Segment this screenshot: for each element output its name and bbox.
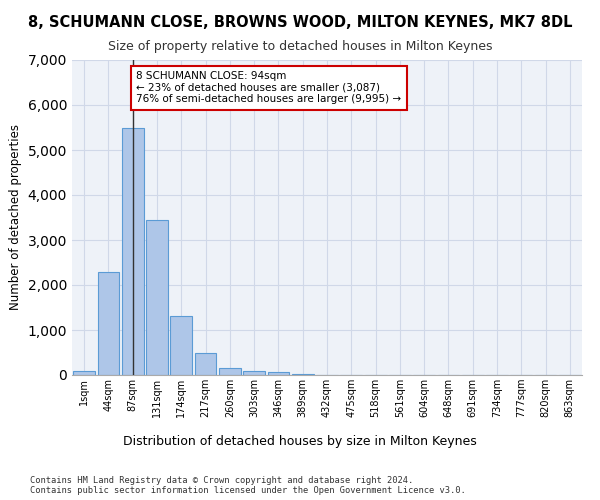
- Bar: [146, 220, 168, 375]
- Bar: [243, 372, 265, 375]
- Text: 8, SCHUMANN CLOSE, BROWNS WOOD, MILTON KEYNES, MK7 8DL: 8, SCHUMANN CLOSE, BROWNS WOOD, MILTON K…: [28, 15, 572, 30]
- Bar: [170, 316, 192, 375]
- Bar: [122, 128, 143, 375]
- Text: Distribution of detached houses by size in Milton Keynes: Distribution of detached houses by size …: [123, 435, 477, 448]
- Text: Contains HM Land Registry data © Crown copyright and database right 2024.
Contai: Contains HM Land Registry data © Crown c…: [30, 476, 466, 495]
- Text: Size of property relative to detached houses in Milton Keynes: Size of property relative to detached ho…: [108, 40, 492, 53]
- Bar: [219, 368, 241, 375]
- Bar: [97, 272, 119, 375]
- Bar: [268, 372, 289, 375]
- Text: 8 SCHUMANN CLOSE: 94sqm
← 23% of detached houses are smaller (3,087)
76% of semi: 8 SCHUMANN CLOSE: 94sqm ← 23% of detache…: [136, 71, 401, 104]
- Bar: [194, 354, 217, 375]
- Y-axis label: Number of detached properties: Number of detached properties: [9, 124, 22, 310]
- Bar: [292, 374, 314, 375]
- Bar: [73, 372, 95, 375]
